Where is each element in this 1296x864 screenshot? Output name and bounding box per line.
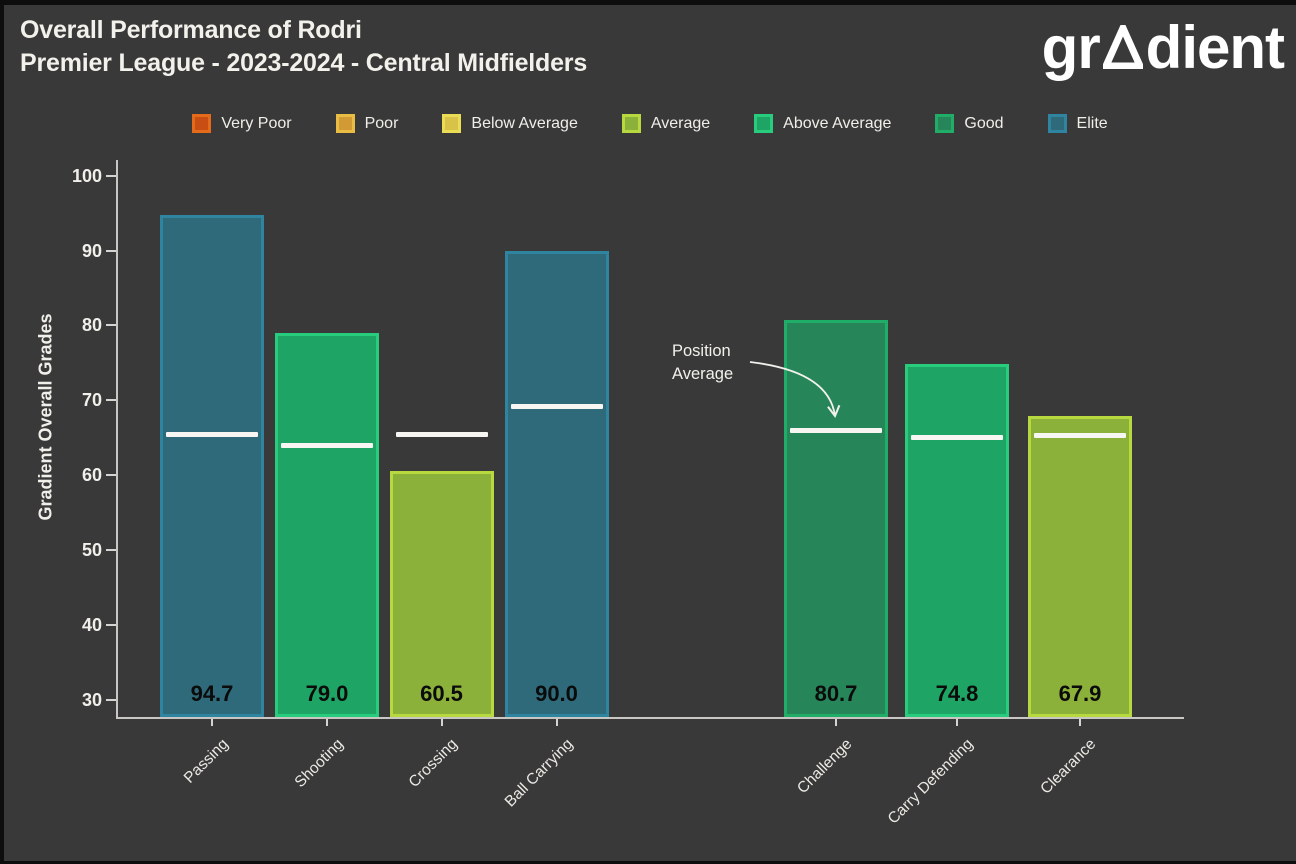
value-label-passing: 94.7 (190, 681, 234, 706)
y-tick-label-40: 40 (81, 614, 102, 635)
y-axis-spine (116, 160, 118, 719)
y-tick-label-100: 100 (71, 165, 102, 186)
chart-title: Overall Performance of Rodri Premier Leag… (20, 14, 587, 80)
y-tick-label-80: 80 (81, 315, 102, 336)
y-tick-mark-40 (106, 623, 116, 626)
triangle-a-icon (1100, 11, 1146, 83)
title-line1: Overall Performance of Rodri (20, 16, 362, 44)
legend-label-below-average: Below Average (471, 114, 578, 132)
position-average-line-ball-carrying (510, 403, 603, 409)
legend-swatch-above-average (754, 114, 774, 133)
x-tick-label-ball-carrying: Ball Carrying (501, 735, 577, 811)
y-tick-label-60: 60 (81, 465, 102, 486)
legend-label-average: Average (650, 114, 711, 132)
x-tick-mark-crossing (440, 719, 443, 726)
logo-text-right: dient (1145, 13, 1285, 81)
y-tick-mark-30 (106, 698, 116, 701)
x-tick-label-challenge: Challenge (794, 735, 856, 798)
x-tick-label-shooting: Shooting (291, 735, 347, 791)
y-tick-mark-60 (106, 474, 116, 477)
legend-swatch-very-poor (192, 114, 212, 133)
value-label-clearance: 67.9 (1058, 681, 1102, 706)
position-average-line-crossing (395, 432, 488, 437)
bar-crossing (389, 471, 494, 717)
y-tick-label-50: 50 (81, 540, 102, 561)
x-axis-spine (116, 717, 1184, 719)
y-tick-label-70: 70 (81, 390, 102, 411)
chart-canvas: Overall Performance of Rodri Premier Leag… (4, 5, 1296, 861)
y-tick-mark-100 (106, 174, 116, 177)
x-tick-mark-ball-carrying (555, 719, 558, 726)
title-line2: Premier League - 2023-2024 - Central Mid… (20, 49, 588, 77)
legend-item-very-poor: Very Poor (192, 114, 292, 133)
value-label-crossing: 60.5 (420, 681, 463, 706)
legend-swatch-below-average (442, 114, 462, 133)
bar-shooting (275, 332, 379, 717)
legend-swatch-average (621, 114, 641, 133)
position-average-annotation: Position Average (672, 342, 734, 383)
position-average-line-carry-defending (911, 435, 1003, 440)
value-label-carry-defending: 74.8 (935, 681, 979, 706)
y-tick-mark-80 (106, 324, 116, 327)
legend-label-poor: Poor (364, 114, 399, 132)
legend-swatch-elite (1047, 114, 1067, 133)
legend-item-above-average: Above Average (754, 114, 891, 133)
position-average-line-clearance (1034, 432, 1126, 438)
x-tick-mark-carry-defending (956, 719, 958, 726)
x-tick-label-carry-defending: Carry Defending (884, 735, 977, 828)
y-tick-mark-50 (106, 549, 116, 552)
legend-label-good: Good (964, 114, 1004, 132)
position-average-line-challenge (790, 428, 882, 434)
y-axis-label: Gradient Overall Grades (35, 313, 56, 521)
y-tick-mark-90 (106, 249, 116, 252)
position-average-line-passing (166, 432, 258, 437)
x-tick-label-clearance: Clearance (1037, 735, 1100, 798)
y-tick-mark-70 (106, 399, 116, 402)
bar-passing (160, 215, 264, 717)
position-average-line-shooting (281, 443, 373, 449)
x-tick-label-crossing: Crossing (405, 735, 462, 791)
y-tick-label-90: 90 (81, 240, 102, 261)
legend-item-elite: Elite (1047, 114, 1108, 133)
legend-swatch-good (935, 114, 955, 133)
bar-challenge (784, 320, 888, 717)
legend: Very Poor Poor Below Average Average Above A… (4, 114, 1296, 133)
x-tick-mark-passing (211, 719, 213, 726)
legend-item-poor: Poor (335, 114, 399, 133)
legend-item-below-average: Below Average (442, 114, 578, 133)
x-tick-mark-shooting (326, 719, 328, 726)
gradient-logo: gr dient (1041, 11, 1285, 83)
legend-label-very-poor: Very Poor (221, 114, 292, 132)
logo-text-left: gr (1041, 13, 1101, 81)
bar-ball-carrying (504, 250, 609, 717)
legend-label-elite: Elite (1076, 114, 1108, 132)
legend-label-above-average: Above Average (783, 114, 892, 132)
legend-item-average: Average (621, 114, 711, 133)
plot-area: Position Average 30 40 50 60 70 80 90 100 94.7 Pa… (72, 160, 1184, 827)
bar-clearance (1028, 416, 1132, 717)
x-tick-label-passing: Passing (180, 735, 232, 787)
value-label-shooting: 79.0 (305, 681, 349, 706)
legend-swatch-poor (335, 114, 355, 133)
value-label-ball-carrying: 90.0 (535, 681, 578, 706)
x-tick-mark-challenge (835, 719, 837, 726)
value-label-challenge: 80.7 (814, 681, 858, 706)
x-tick-mark-clearance (1079, 719, 1081, 726)
y-tick-label-30: 30 (81, 689, 102, 710)
bar-carry-defending (905, 364, 1009, 717)
legend-item-good: Good (935, 114, 1004, 133)
